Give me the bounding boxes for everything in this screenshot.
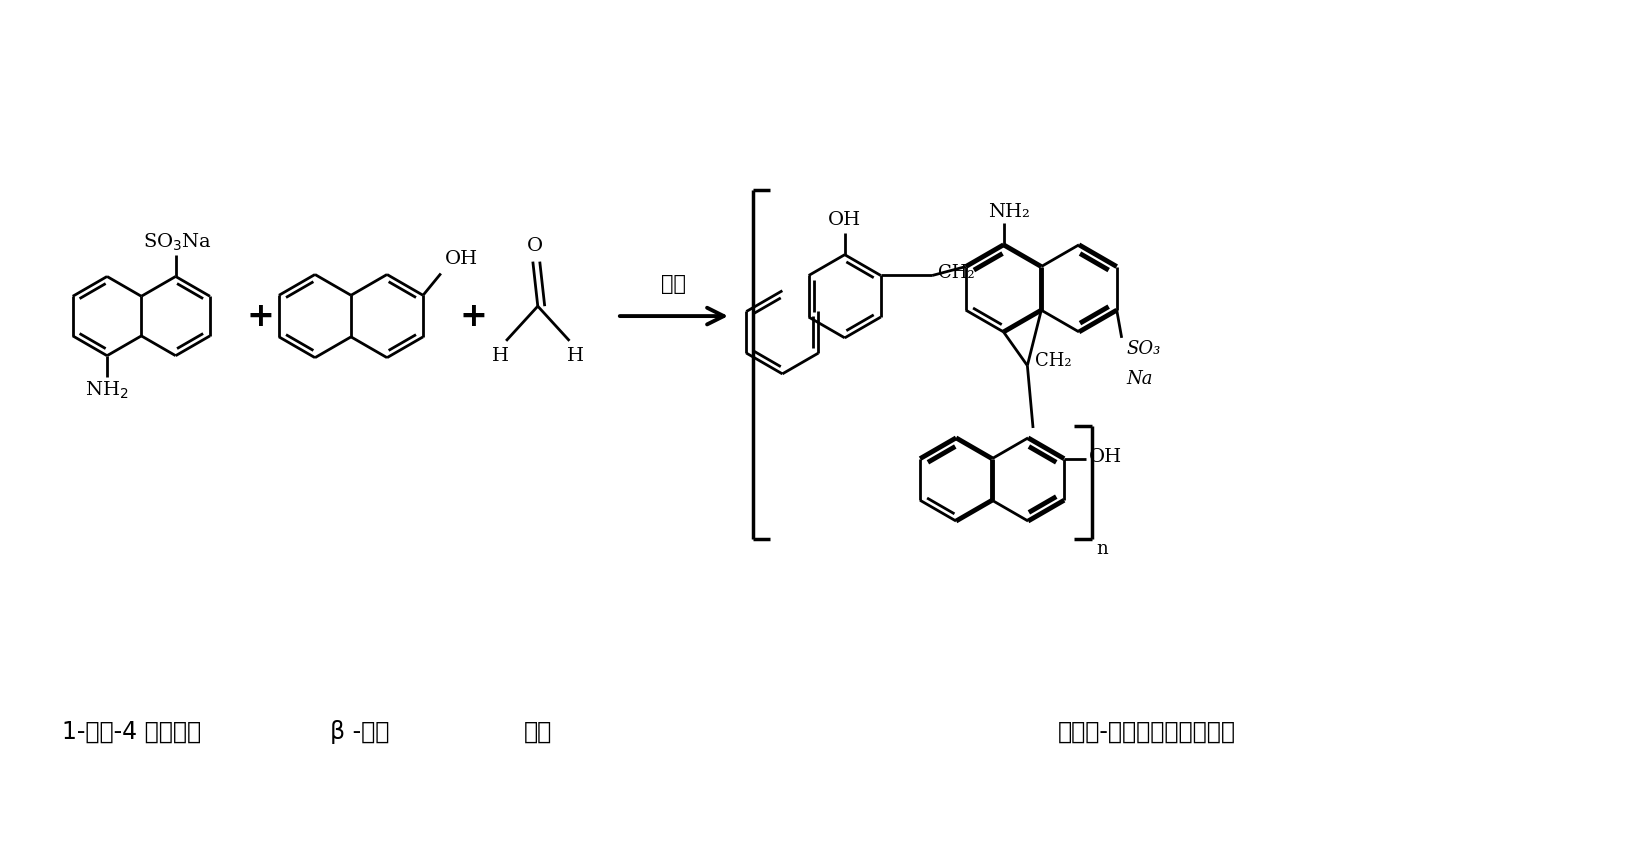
Text: +: + <box>247 299 275 332</box>
Text: 芳香胺-酚共缩聚型防粘釜剂: 芳香胺-酚共缩聚型防粘釜剂 <box>1058 720 1235 744</box>
Text: OH: OH <box>1089 448 1122 466</box>
Text: OH: OH <box>446 250 478 268</box>
Text: SO$_3$Na: SO$_3$Na <box>143 231 211 252</box>
Text: SO₃: SO₃ <box>1127 340 1161 358</box>
Text: H: H <box>567 347 583 365</box>
Text: CH₂: CH₂ <box>1035 352 1071 370</box>
Text: OH: OH <box>829 211 862 229</box>
Text: 1-氨基-4 萘磺酸钠: 1-氨基-4 萘磺酸钠 <box>62 720 201 744</box>
Text: NH₂: NH₂ <box>988 203 1029 221</box>
Text: O: O <box>527 236 542 255</box>
Text: 甲醛: 甲醛 <box>524 720 552 744</box>
Text: CH₂: CH₂ <box>939 264 975 281</box>
Text: NH$_2$: NH$_2$ <box>85 379 129 400</box>
Text: β -萘酚: β -萘酚 <box>329 720 390 744</box>
Text: +: + <box>460 299 488 332</box>
Text: H: H <box>491 347 509 365</box>
Text: Na: Na <box>1127 370 1153 388</box>
Text: 缩合: 缩合 <box>662 275 686 294</box>
Text: n: n <box>1097 540 1109 558</box>
